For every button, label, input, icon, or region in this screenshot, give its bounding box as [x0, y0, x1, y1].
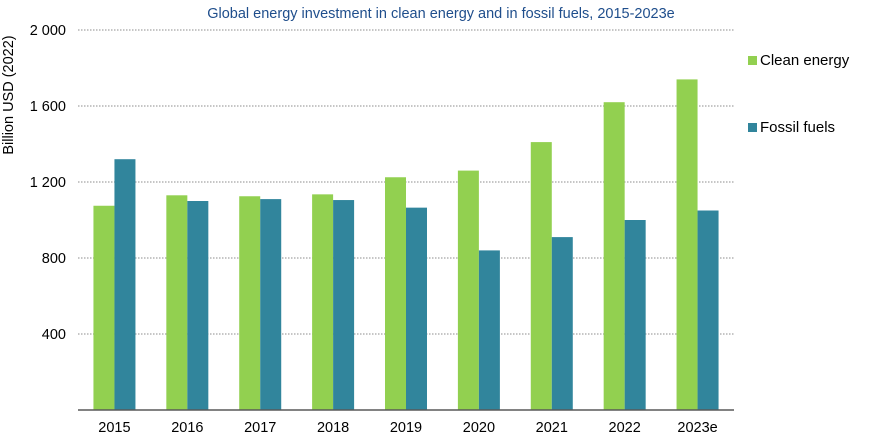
bar-fossil-fuels-2016 — [187, 201, 209, 410]
bar-clean-energy-2016 — [166, 195, 188, 410]
x-tick-label: 2019 — [390, 420, 422, 436]
x-tick-label: 2018 — [317, 420, 349, 436]
legend-swatch — [748, 56, 757, 65]
bar-fossil-fuels-2020 — [478, 250, 500, 410]
x-tick-label: 2020 — [463, 420, 495, 436]
bar-fossil-fuels-2019 — [406, 207, 427, 410]
bar-clean-energy-2018 — [312, 194, 334, 410]
bar-fossil-fuels-2023e — [697, 210, 719, 410]
bar-fossil-fuels-2018 — [333, 200, 355, 410]
bar-clean-energy-2015 — [93, 205, 115, 410]
bar-clean-energy-2023e — [676, 79, 698, 411]
bar-clean-energy-2021 — [530, 142, 552, 410]
bar-fossil-fuels-2015 — [114, 159, 136, 410]
x-tick-labels: 2015 2016 2017 2018 2019 2020 2021 2022 2023e — [98, 420, 717, 436]
y-axis-label: Billion USD (2022) — [1, 35, 17, 154]
x-tick-label: 2016 — [171, 420, 203, 436]
x-tick-label: 2022 — [609, 420, 641, 436]
legend-label: Clean energy — [760, 52, 850, 69]
bar-fossil-fuels-2017 — [260, 199, 282, 410]
y-tick-label: 800 — [42, 251, 66, 267]
legend-swatch — [748, 123, 757, 132]
legend-label: Fossil fuels — [760, 119, 835, 136]
x-tick-label: 2015 — [98, 420, 130, 436]
y-tick-label: 400 — [42, 327, 66, 343]
y-tick-label: 1 200 — [30, 175, 66, 191]
y-tick-labels: 400 800 1 200 1 600 2 000 — [30, 23, 66, 343]
legend: Clean energy Fossil fuels — [748, 52, 850, 136]
x-tick-label: 2023e — [677, 420, 717, 436]
bar-clean-energy-2022 — [603, 102, 625, 410]
x-tick-label: 2017 — [244, 420, 276, 436]
bar-clean-energy-2020 — [457, 170, 479, 410]
bar-fossil-fuels-2021 — [551, 237, 573, 410]
bar-clean-energy-2019 — [385, 177, 406, 410]
x-tick-label: 2021 — [536, 420, 568, 436]
chart-title: Global energy investment in clean energy… — [207, 6, 675, 22]
bars — [93, 79, 719, 411]
bar-clean-energy-2017 — [239, 196, 261, 410]
y-tick-label: 1 600 — [30, 99, 66, 115]
bar-fossil-fuels-2022 — [624, 220, 646, 410]
y-tick-label: 2 000 — [30, 23, 66, 39]
